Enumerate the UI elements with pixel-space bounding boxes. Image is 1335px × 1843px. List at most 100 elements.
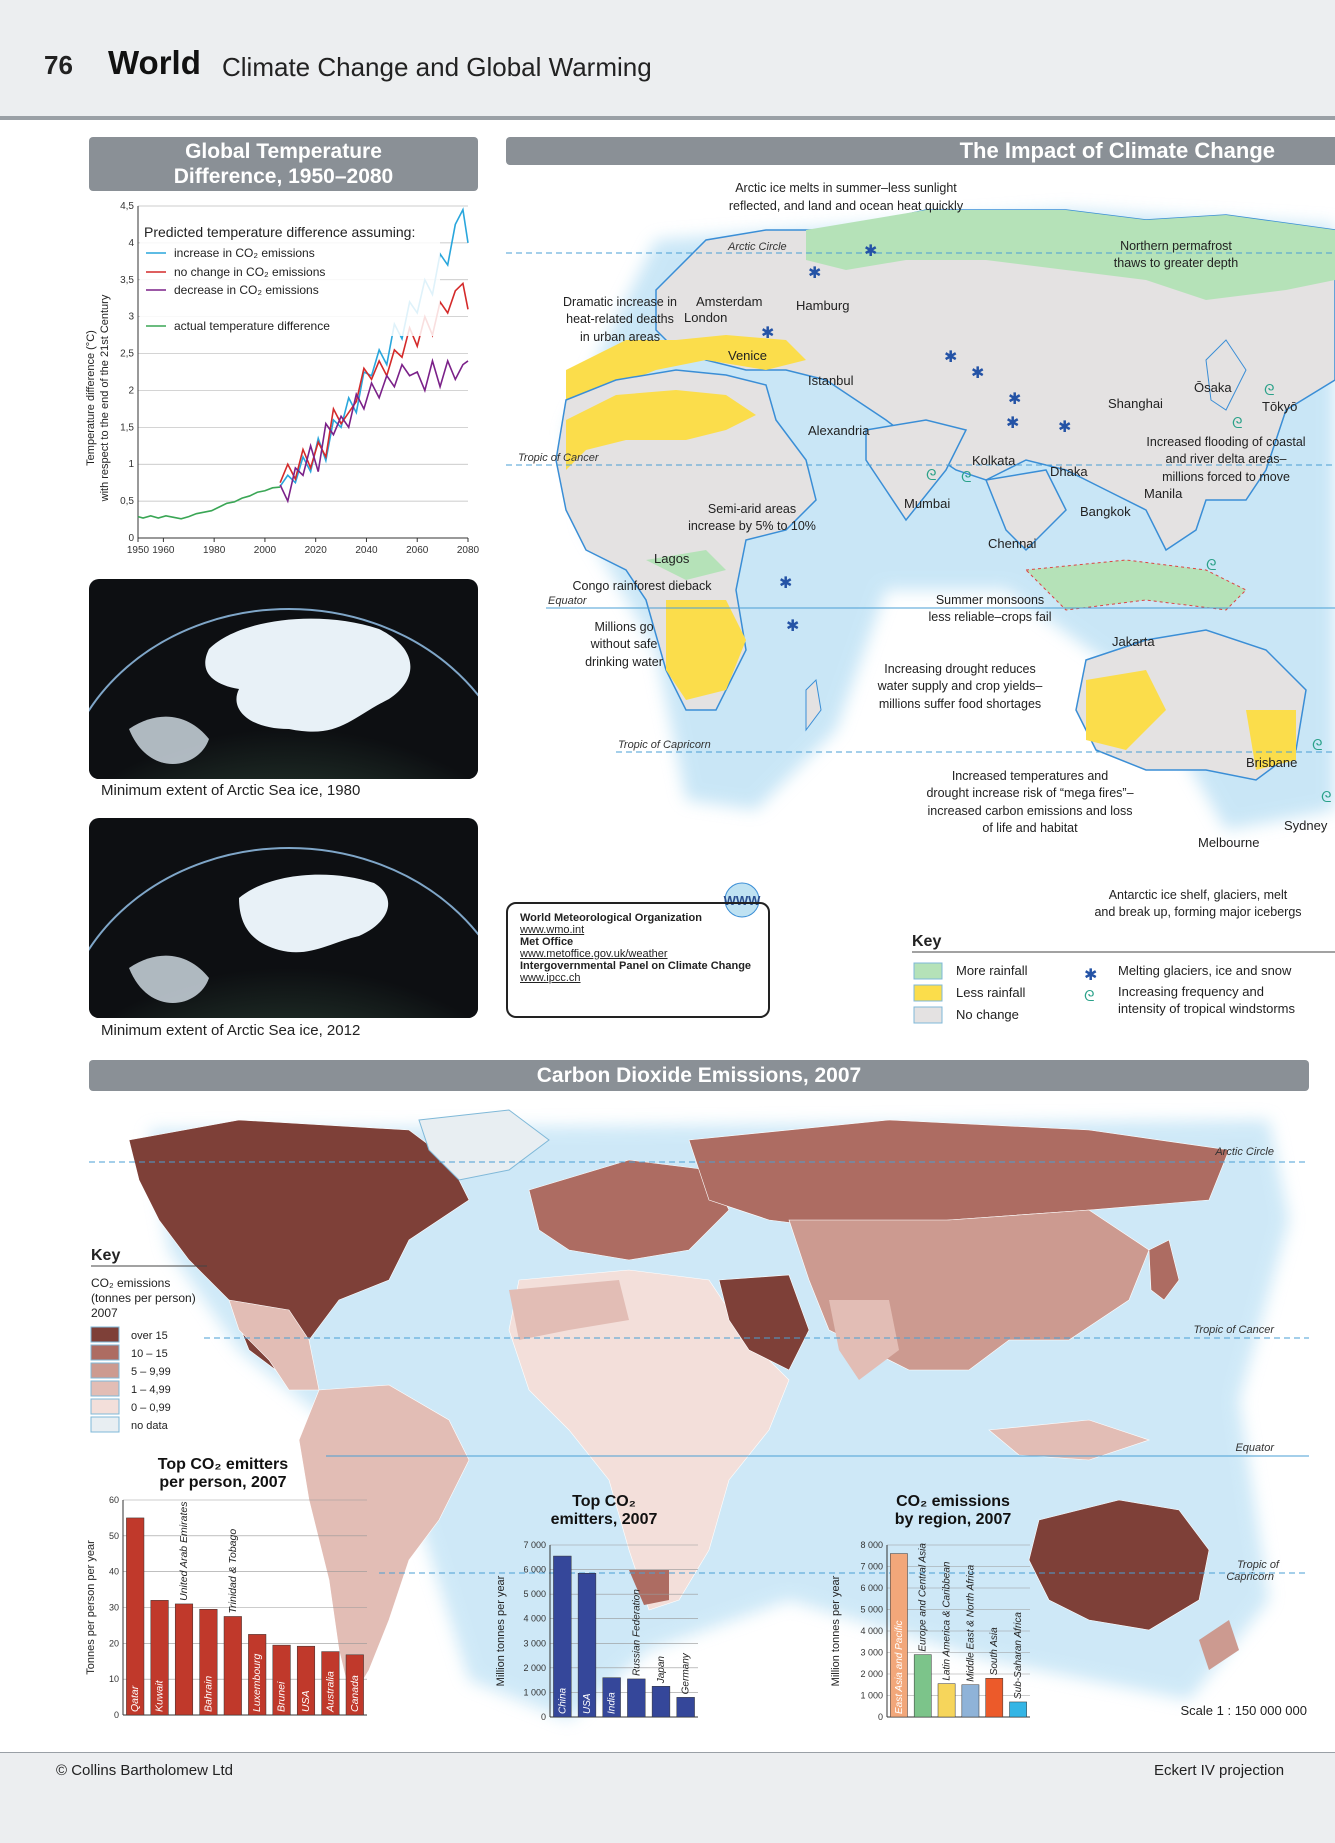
link-org-wmo: World Meteorological Organization [520,912,702,924]
annot-semiarid-1: Semi-arid areas [708,502,796,516]
temp-legend-bg [140,216,440,336]
bar-ytick: 3 000 [523,1638,546,1648]
impact-map-title: The Impact of Climate Change [506,137,1335,165]
temp-xtick: 2040 [355,545,378,556]
less-rainfall-sahara [566,390,756,470]
header-rule [0,116,1335,120]
city-osaka: Ōsaka [1194,380,1232,395]
city-manila: Manila [1144,486,1183,501]
annot-monsoon-2: less reliable–crops fail [929,610,1052,624]
bar-ytick: 7 000 [523,1540,546,1550]
co2-key-label-10-15: 10 – 15 [131,1348,168,1360]
bar-india [602,1677,621,1718]
link-metoffice[interactable]: www.metoffice.gov.uk/weather [520,948,668,960]
sea-ice-1980-caption: Minimum extent of Arctic Sea ice, 1980 [101,782,361,799]
bar-label: United Arab Emirates [178,1501,190,1601]
south-america [298,1384,470,1701]
temp-legend: Predicted temperature difference assumin… [140,216,440,336]
bar-ytick: 30 [109,1603,119,1613]
temp-xtick: 2080 [457,545,480,556]
annot-heat-2: heat-related deaths [566,312,674,326]
cyclone-icon: ᘓ [1321,789,1332,806]
city-venice: Venice [728,348,767,363]
japan [1148,1239,1180,1301]
city-brisbane: Brisbane [1246,755,1297,770]
annot-heat-3: in urban areas [580,330,660,344]
temp-xtick: 1950 [127,545,150,556]
more-rainfall-east-africa [646,550,726,580]
bar-label: Japan [656,1656,667,1685]
bar-brunei [272,1644,291,1716]
temp-chart-title: Global Temperature Difference, 1950–2080 [89,137,478,191]
annot-fires-1: Increased temperatures and [952,769,1108,783]
city-sydney: Sydney [1284,818,1328,833]
impact-map: Arctic Circle Tropic of Cancer Equator T… [506,181,1335,1024]
bar-label: Germany [681,1652,692,1694]
city-chennai: Chennai [988,536,1037,551]
bar-label: Brunei [276,1681,288,1712]
impact-tropic-capricorn-label: Tropic of Capricorn [618,739,711,751]
bar-ytick: 4 000 [860,1626,883,1636]
page-number: 76 [44,50,73,80]
co2-key-label-5-10: 5 – 9,99 [131,1366,171,1378]
temp-ylabel-1: Temperature difference (°C) [85,330,97,466]
snowflake-icon: ✱ [786,618,799,635]
snowflake-icon: ✱ [971,365,984,382]
bar-label: Sub-Saharan Africa [1013,1612,1024,1699]
co2-map-title: Carbon Dioxide Emissions, 2007 [89,1060,1309,1091]
bar1-title-2: per person, 2007 [159,1474,286,1491]
bar-label: USA [582,1693,593,1714]
city-lagos: Lagos [654,551,690,566]
bar-united-arab-emirates [174,1603,194,1716]
arabian-peninsula [718,1274,810,1371]
co2-key: Key CO₂ emissions (tonnes per person) 20… [90,1247,207,1433]
annot-drought-3: millions suffer food shortages [879,697,1041,711]
bar-australia [321,1651,340,1716]
madagascar [805,678,822,732]
annot-arctic-2: reflected, and land and ocean heat quick… [729,199,964,213]
bar-label: Middle East & North Africa [965,1564,976,1681]
bar-japan [651,1686,671,1718]
bar-label: China [557,1687,568,1714]
temp-xtick: 2020 [305,545,328,556]
bar-ytick: 3 000 [860,1648,883,1658]
temp-axes: 0 0,5 1 1,5 2 2,5 3 3,5 4 4,5 1950 1960 1980 2000 2020… [120,201,479,556]
temp-ylabel-2: with respect to the end of the 21st Cent… [99,294,111,502]
bar-label: Luxembourg [251,1653,263,1712]
temp-ytick: 4 [128,238,134,249]
temp-xtick: 1980 [203,545,226,556]
co2-key-label-nodata: no data [131,1420,169,1432]
bar-label: Qatar [129,1685,141,1712]
bar-qatar [126,1517,145,1716]
co2-key-swatch-0-1 [90,1398,120,1415]
bar-ytick: 8 000 [860,1540,883,1550]
bar3-title-2: by region, 2007 [895,1511,1012,1528]
page-title: Climate Change and Global Warming [222,52,652,82]
annot-flood-2: and river delta areas– [1166,452,1287,466]
page-header [0,0,1335,116]
snowflake-icon: ✱ [944,349,957,366]
co2-key-label-1-5: 1 – 4,99 [131,1384,171,1396]
annot-arctic-1: Arctic ice melts in summer–less sunlight [735,181,957,195]
bar-middle-east-north-africa [961,1684,980,1718]
link-wmo[interactable]: www.wmo.int [520,924,585,936]
city-alexandria: Alexandria [808,423,870,438]
less-rainfall-e-australia [1246,710,1296,770]
bar-ytick: 5 000 [860,1605,883,1615]
link-ipcc[interactable]: www.ipcc.ch [520,972,581,984]
key-label-glaciers: Melting glaciers, ice and snow [1118,963,1292,978]
bar3-plot: 0 1 000 2 000 3 000 4 000 5 000 6 000 7 000 8 00… [830,1540,1030,1722]
bar-ytick: 10 [109,1674,119,1684]
bar2-title-2: emitters, 2007 [551,1511,658,1528]
bar-south-asia [985,1678,1004,1718]
new-zealand [1199,1620,1239,1670]
less-rainfall-med [566,335,806,400]
key-label-more-rainfall: More rainfall [956,963,1028,978]
impact-equator-label: Equator [548,595,588,607]
bar-chart-total: Top CO₂ emitters, 2007 0 1 000 2 000 3 000 4… [495,1493,698,1722]
bar-ytick: 2 000 [860,1669,883,1679]
indonesia [988,1419,1150,1461]
annot-flood-3: millions forced to move [1162,470,1290,484]
legend-label-nochange: no change in CO₂ emissions [174,265,325,279]
temp-ytick: 2,5 [120,349,134,360]
